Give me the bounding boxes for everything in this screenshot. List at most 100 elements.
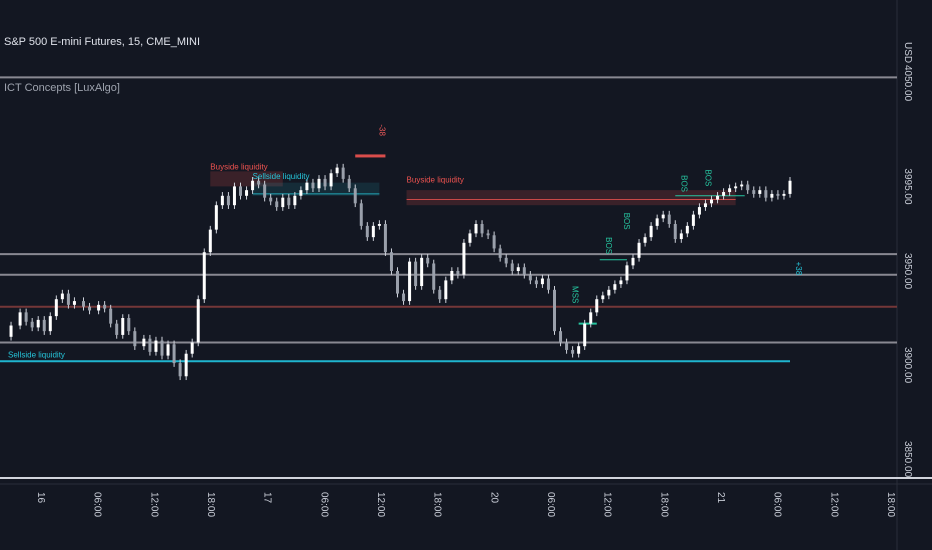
price-candle[interactable] [420,257,424,287]
price-candle[interactable] [710,199,713,204]
price-candle[interactable] [414,261,418,287]
price-candle[interactable] [190,342,194,354]
price-candle[interactable] [66,293,70,305]
price-candle[interactable] [251,180,255,191]
price-candle[interactable] [722,192,726,196]
price-candle[interactable] [740,184,744,187]
price-candle[interactable] [36,319,40,328]
price-candle[interactable] [703,203,707,208]
price-candle[interactable] [571,349,575,354]
price-candle[interactable] [97,304,101,311]
price-candle[interactable] [232,186,236,206]
price-candle[interactable] [18,312,22,326]
price-candle[interactable] [746,184,750,191]
price-candle[interactable] [619,280,623,285]
price-candle[interactable] [643,237,647,243]
price-candle[interactable] [716,195,720,200]
price-candle[interactable] [408,261,412,302]
price-candle[interactable] [402,293,406,302]
price-candle[interactable] [154,340,158,352]
price-candle[interactable] [679,233,683,240]
price-candle[interactable] [383,224,387,253]
price-candle[interactable] [172,344,176,364]
symbol-title[interactable]: S&P 500 E-mini Futures, 15, CME_MINI [4,36,201,48]
price-candle[interactable] [196,299,200,343]
price-candle[interactable] [245,190,249,196]
price-candle[interactable] [359,203,363,226]
price-candle[interactable] [311,182,315,189]
price-candle[interactable] [528,274,532,281]
price-candle[interactable] [637,242,641,258]
price-candle[interactable] [287,197,291,206]
price-candle[interactable] [607,289,611,296]
price-candle[interactable] [546,278,550,290]
indicator-label[interactable]: ICT Concepts [LuxAlgo] [4,82,120,94]
price-candle[interactable] [365,225,369,238]
price-candle[interactable] [202,252,206,300]
price-candle[interactable] [432,263,436,290]
price-candle[interactable] [649,225,653,238]
price-candle[interactable] [323,178,327,187]
price-candle[interactable] [565,342,569,350]
price-candle[interactable] [438,289,442,300]
price-candle[interactable] [462,242,466,275]
price-candle[interactable] [589,312,593,324]
price-candle[interactable] [184,353,188,377]
price-candle[interactable] [9,325,13,337]
price-candle[interactable] [329,173,333,187]
price-candle[interactable] [540,278,544,285]
price-candle[interactable] [534,280,538,285]
price-candle[interactable] [516,267,520,271]
price-candle[interactable] [522,267,526,275]
price-candle[interactable] [788,180,792,194]
price-candle[interactable] [697,207,701,215]
price-candle[interactable] [42,319,46,332]
price-candle[interactable] [661,214,665,219]
price-candle[interactable] [257,180,261,185]
price-candle[interactable] [109,308,113,324]
price-candle[interactable] [498,248,502,258]
price-candle[interactable] [54,299,58,317]
price-candle[interactable] [281,197,285,208]
price-candle[interactable] [667,214,671,224]
price-candle[interactable] [450,271,454,281]
price-candle[interactable] [559,331,563,343]
price-candle[interactable] [631,257,635,266]
price-candle[interactable] [121,318,125,335]
price-candle[interactable] [613,284,617,290]
price-candle[interactable] [305,182,309,191]
price-candle[interactable] [752,190,756,194]
price-candle[interactable] [553,289,556,332]
price-candle[interactable] [166,344,170,356]
price-candle[interactable] [239,186,242,196]
price-candle[interactable] [88,306,92,311]
price-candle[interactable] [127,318,131,332]
price-candle[interactable] [770,193,774,198]
price-candle[interactable] [371,225,375,238]
price-candle[interactable] [214,205,218,230]
price-candle[interactable] [758,190,762,194]
price-candle[interactable] [142,338,146,347]
price-candle[interactable] [317,178,321,189]
price-candle[interactable] [133,331,137,347]
price-candle[interactable] [655,218,659,226]
price-candle[interactable] [583,323,587,347]
price-candle[interactable] [341,167,345,179]
price-candle[interactable] [24,312,28,322]
price-candle[interactable] [510,263,514,271]
price-candle[interactable] [456,271,460,275]
price-candle[interactable] [48,316,52,332]
price-candle[interactable] [673,224,677,240]
price-candle[interactable] [226,195,230,206]
price-candle[interactable] [160,340,164,356]
price-candle[interactable] [82,301,85,307]
price-candle[interactable] [208,229,212,253]
price-candle[interactable] [263,184,267,198]
price-candle[interactable] [60,293,64,300]
price-candle[interactable] [293,195,297,206]
price-candle[interactable] [72,301,76,305]
price-candle[interactable] [275,201,279,208]
price-candle[interactable] [764,190,768,198]
price-candle[interactable] [625,265,629,281]
price-candle[interactable] [269,197,273,202]
